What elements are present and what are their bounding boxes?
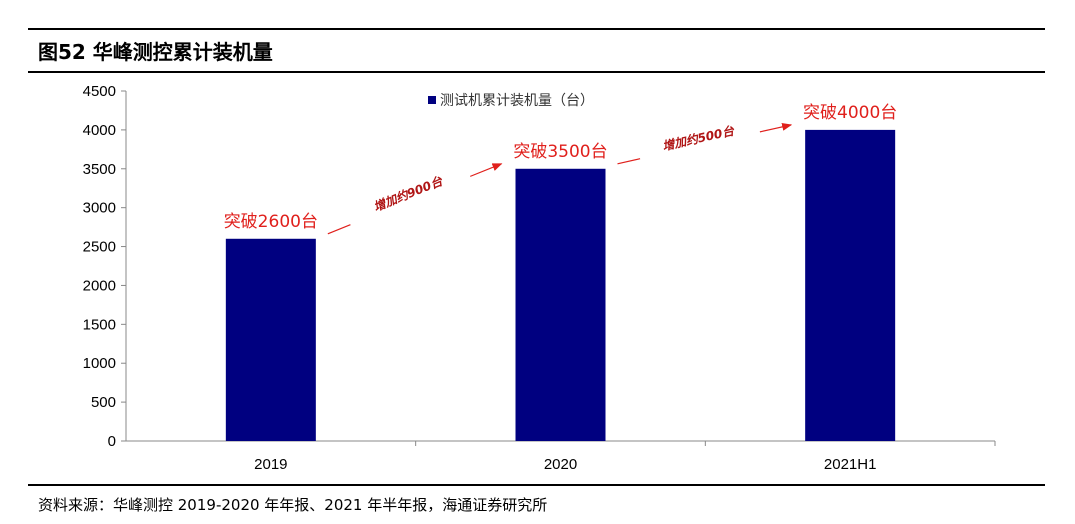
increment-arrow-0 — [470, 163, 503, 177]
bar-2021H1 — [805, 129, 896, 441]
y-tick-label-6: 3000 — [83, 200, 116, 217]
legend-swatch — [428, 96, 436, 104]
legend-label: 测试机累计装机量（台） — [440, 93, 594, 109]
x-tick-label-2021H1: 2021H1 — [824, 456, 877, 473]
x-tick-labels: 2019 2020 2021H1 — [254, 456, 876, 473]
increment-arrow-1 — [759, 122, 793, 133]
figure-title: 图52 华峰测控累计装机量 — [38, 40, 273, 64]
y-tick-label-7: 3500 — [83, 161, 116, 178]
chart-bars — [225, 129, 896, 441]
y-tick-labels: 0 500 1000 1500 2000 2500 3000 3500 4000 4500 — [83, 83, 116, 450]
increment-dash-0 — [327, 224, 351, 235]
x-tick-label-2020: 2020 — [544, 456, 577, 473]
y-tick-label-5: 2500 — [83, 239, 116, 256]
increment-label-1: 增加约500台 — [661, 124, 736, 154]
increment-label-0: 增加约900台 — [371, 174, 445, 215]
bar-annotation-2: 突破4000台 — [803, 103, 897, 123]
source-note: 资料来源：华峰测控 2019-2020 年年报、2021 年半年报，海通证券研究… — [38, 496, 548, 514]
x-tick-label-2019: 2019 — [254, 456, 287, 473]
bar-2020 — [515, 168, 606, 441]
top-rule — [28, 28, 1045, 30]
y-tick-label-4: 2000 — [83, 277, 116, 294]
y-tick-label-2: 1000 — [83, 355, 116, 372]
y-tick-label-9: 4500 — [83, 83, 116, 100]
bar-annotation-0: 突破2600台 — [224, 212, 318, 232]
title-rule — [28, 71, 1045, 73]
bottom-rule — [28, 484, 1045, 486]
bar-2019 — [225, 238, 316, 441]
chart-legend: 测试机累计装机量（台） — [428, 93, 594, 109]
bar-annotation-1: 突破3500台 — [513, 142, 607, 162]
y-tick-label-8: 4000 — [83, 122, 116, 139]
y-tick-label-1: 500 — [91, 394, 116, 411]
increment-dash-1 — [617, 158, 641, 165]
y-tick-label-0: 0 — [108, 433, 116, 450]
y-tick-label-3: 1500 — [83, 316, 116, 333]
